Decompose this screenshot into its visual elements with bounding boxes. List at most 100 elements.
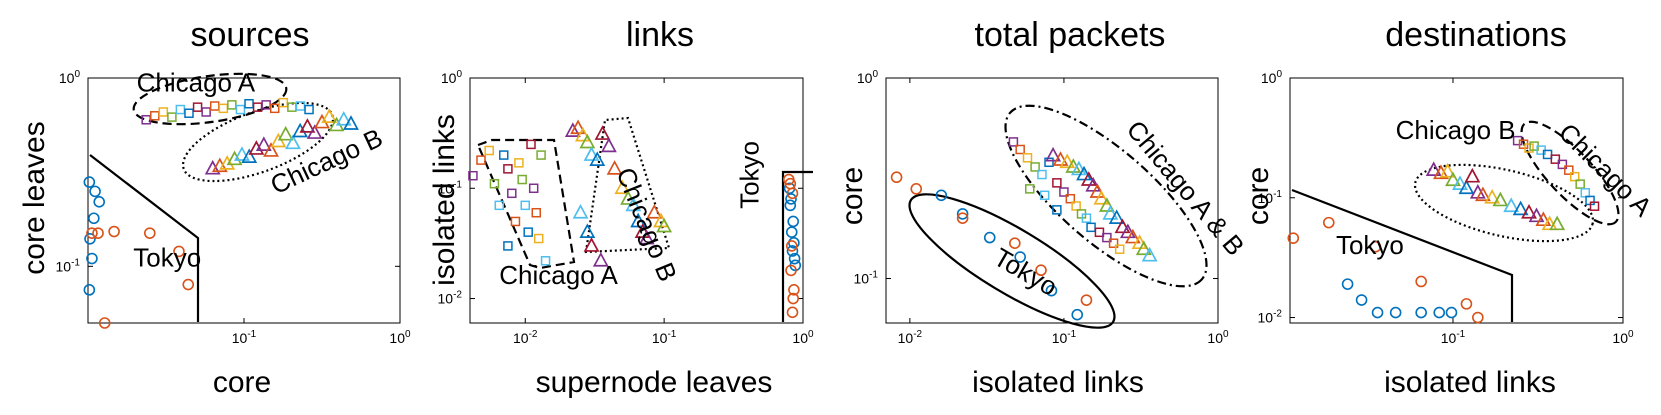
- sources-point-square: [192, 102, 203, 112]
- destinations-point-square: [1524, 143, 1534, 153]
- links-point-square: [533, 233, 544, 244]
- total-packets-ytick-label: 10-1: [854, 270, 879, 287]
- links-point-triangle: [572, 203, 589, 219]
- destinations-point-triangle: [1541, 215, 1558, 231]
- destinations-point-circle: [1371, 306, 1384, 319]
- region-chicago-a: [476, 138, 576, 270]
- links-point-square: [536, 150, 546, 160]
- links-point-square: [526, 139, 536, 150]
- links-point-square: [510, 216, 521, 227]
- sources-point-circle: [173, 245, 185, 258]
- total-packets-point-square: [1044, 157, 1054, 168]
- total-packets-point-circle: [935, 189, 948, 202]
- total-packets-point-circle: [1035, 264, 1047, 277]
- destinations-point-square: [1564, 165, 1574, 175]
- region-chicago-a: [132, 72, 288, 126]
- destinations-point-circle: [1433, 306, 1446, 319]
- sources-point-circle: [108, 225, 120, 238]
- total-packets-point-triangle: [1135, 240, 1152, 256]
- panel-total-packets-frame: [885, 77, 1219, 324]
- sources-point-triangle: [241, 148, 258, 163]
- panel-sources: sources core core leaves: [18, 16, 401, 399]
- destinations-point-triangle: [1439, 162, 1456, 178]
- sources-point-circle: [98, 317, 111, 329]
- total-packets-point-circle: [910, 183, 923, 195]
- total-packets-point-square: [1065, 193, 1076, 204]
- sources-point-square: [167, 112, 177, 122]
- links-point-triangle: [606, 160, 623, 175]
- destinations-point-circle: [1355, 294, 1368, 306]
- total-packets-point-square: [1052, 205, 1062, 215]
- sources-xtick-label: 10-1: [232, 329, 257, 346]
- links-point-triangle: [570, 119, 586, 135]
- links-point-triangle: [574, 126, 591, 142]
- links-ytick-label: 100: [441, 69, 463, 86]
- region-chicago-a: [1520, 120, 1620, 226]
- panel-links-xlabel: supernode leaves: [536, 366, 773, 399]
- links-point-triangle: [614, 179, 631, 195]
- total-packets-point-square: [1015, 144, 1025, 155]
- sources-point-circle: [86, 252, 98, 265]
- destinations-annotation-chicago-b: Chicago B: [1396, 115, 1516, 145]
- links-point-triangle: [646, 203, 663, 219]
- sources-xtick-label: 100: [389, 329, 411, 346]
- sources-point-square: [269, 103, 280, 114]
- links-point-circle: [785, 193, 797, 205]
- sources-point-triangle: [335, 110, 352, 126]
- sources-point-circle: [83, 284, 96, 296]
- panel-destinations-frame: [1289, 77, 1624, 324]
- links-point-triangle: [579, 133, 596, 149]
- links-point-circle: [785, 264, 797, 277]
- sources-point-triangle: [292, 122, 309, 138]
- sources-point-circle: [182, 278, 195, 291]
- links-point-triangle: [594, 125, 611, 140]
- destinations-point-triangle: [1484, 188, 1501, 204]
- links-point-square: [507, 188, 517, 199]
- links-point-circle: [787, 292, 799, 305]
- links-point-triangle: [600, 137, 617, 153]
- sources-point-triangle: [321, 108, 338, 123]
- destinations-xtick-label: 100: [1612, 329, 1634, 346]
- links-point-square: [517, 174, 527, 185]
- panel-total-packets-title: total packets: [975, 16, 1166, 54]
- links-point-circle: [785, 226, 798, 238]
- sources-point-triangle: [343, 115, 359, 130]
- total-packets-xtick-label: 10-1: [1052, 329, 1077, 346]
- sources-point-square: [244, 98, 254, 109]
- total-packets-annotation-tokyo: Tokyo: [989, 242, 1063, 302]
- sources-point-square: [227, 100, 237, 110]
- total-packets-point-triangle: [1124, 228, 1141, 244]
- panel-links-title: links: [626, 16, 694, 54]
- links-point-square: [540, 256, 551, 266]
- total-packets-point-triangle: [1080, 171, 1097, 186]
- total-packets-point-triangle: [1119, 223, 1136, 239]
- panel-links-ylabel: isolated links: [428, 114, 461, 286]
- panel-total-packets-xlabel: isolated links: [972, 366, 1144, 399]
- links-annotation-tokyo: Tokyo: [735, 141, 765, 209]
- links-ytick-label: 10-2: [438, 290, 463, 307]
- links-point-triangle: [625, 196, 642, 212]
- sources-point-triangle: [285, 134, 301, 150]
- destinations-point-square: [1569, 171, 1580, 182]
- destinations-point-triangle: [1549, 215, 1566, 231]
- sources-point-square: [150, 111, 160, 121]
- sources-point-circle: [88, 212, 100, 225]
- destinations-point-triangle: [1503, 197, 1520, 213]
- total-packets-point-square: [1059, 187, 1069, 197]
- total-packets-point-triangle: [1076, 165, 1092, 181]
- total-packets-point-triangle: [1141, 246, 1158, 262]
- destinations-point-circle: [1460, 298, 1473, 310]
- links-point-square: [476, 155, 486, 165]
- total-packets-point-circle: [956, 212, 969, 224]
- destinations-point-circle: [1287, 232, 1300, 244]
- destinations-point-circle: [1472, 311, 1484, 324]
- sources-point-square: [184, 108, 194, 118]
- total-packets-point-triangle: [1102, 205, 1119, 220]
- total-packets-point-square: [1039, 190, 1050, 201]
- sources-point-square: [201, 107, 211, 117]
- links-xtick-label: 10-2: [513, 329, 538, 346]
- total-packets-point-circle: [956, 208, 969, 220]
- links-point-square: [484, 145, 494, 156]
- destinations-point-triangle: [1425, 161, 1442, 177]
- links-xtick-label: 10-1: [652, 329, 677, 346]
